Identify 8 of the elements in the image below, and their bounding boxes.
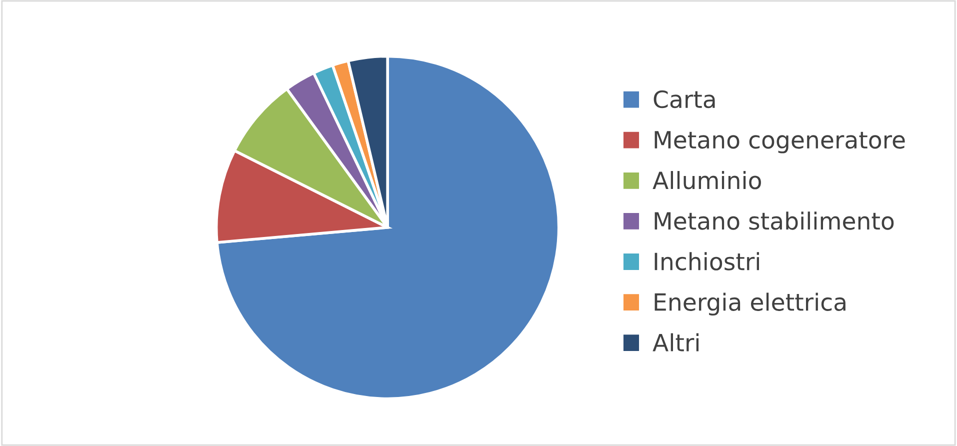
legend-label: Inchiostri bbox=[654, 252, 759, 270]
legend-label: Alluminio bbox=[652, 171, 761, 190]
legend-label: Energia elettrica bbox=[654, 292, 846, 316]
legend-label: Carta bbox=[654, 90, 715, 108]
pie-slice bbox=[216, 54, 560, 400]
legend-label: Metano cogeneratore bbox=[654, 131, 905, 154]
legend-label: Altri bbox=[652, 333, 699, 352]
legend-label: Metano stabilimento bbox=[654, 212, 894, 230]
